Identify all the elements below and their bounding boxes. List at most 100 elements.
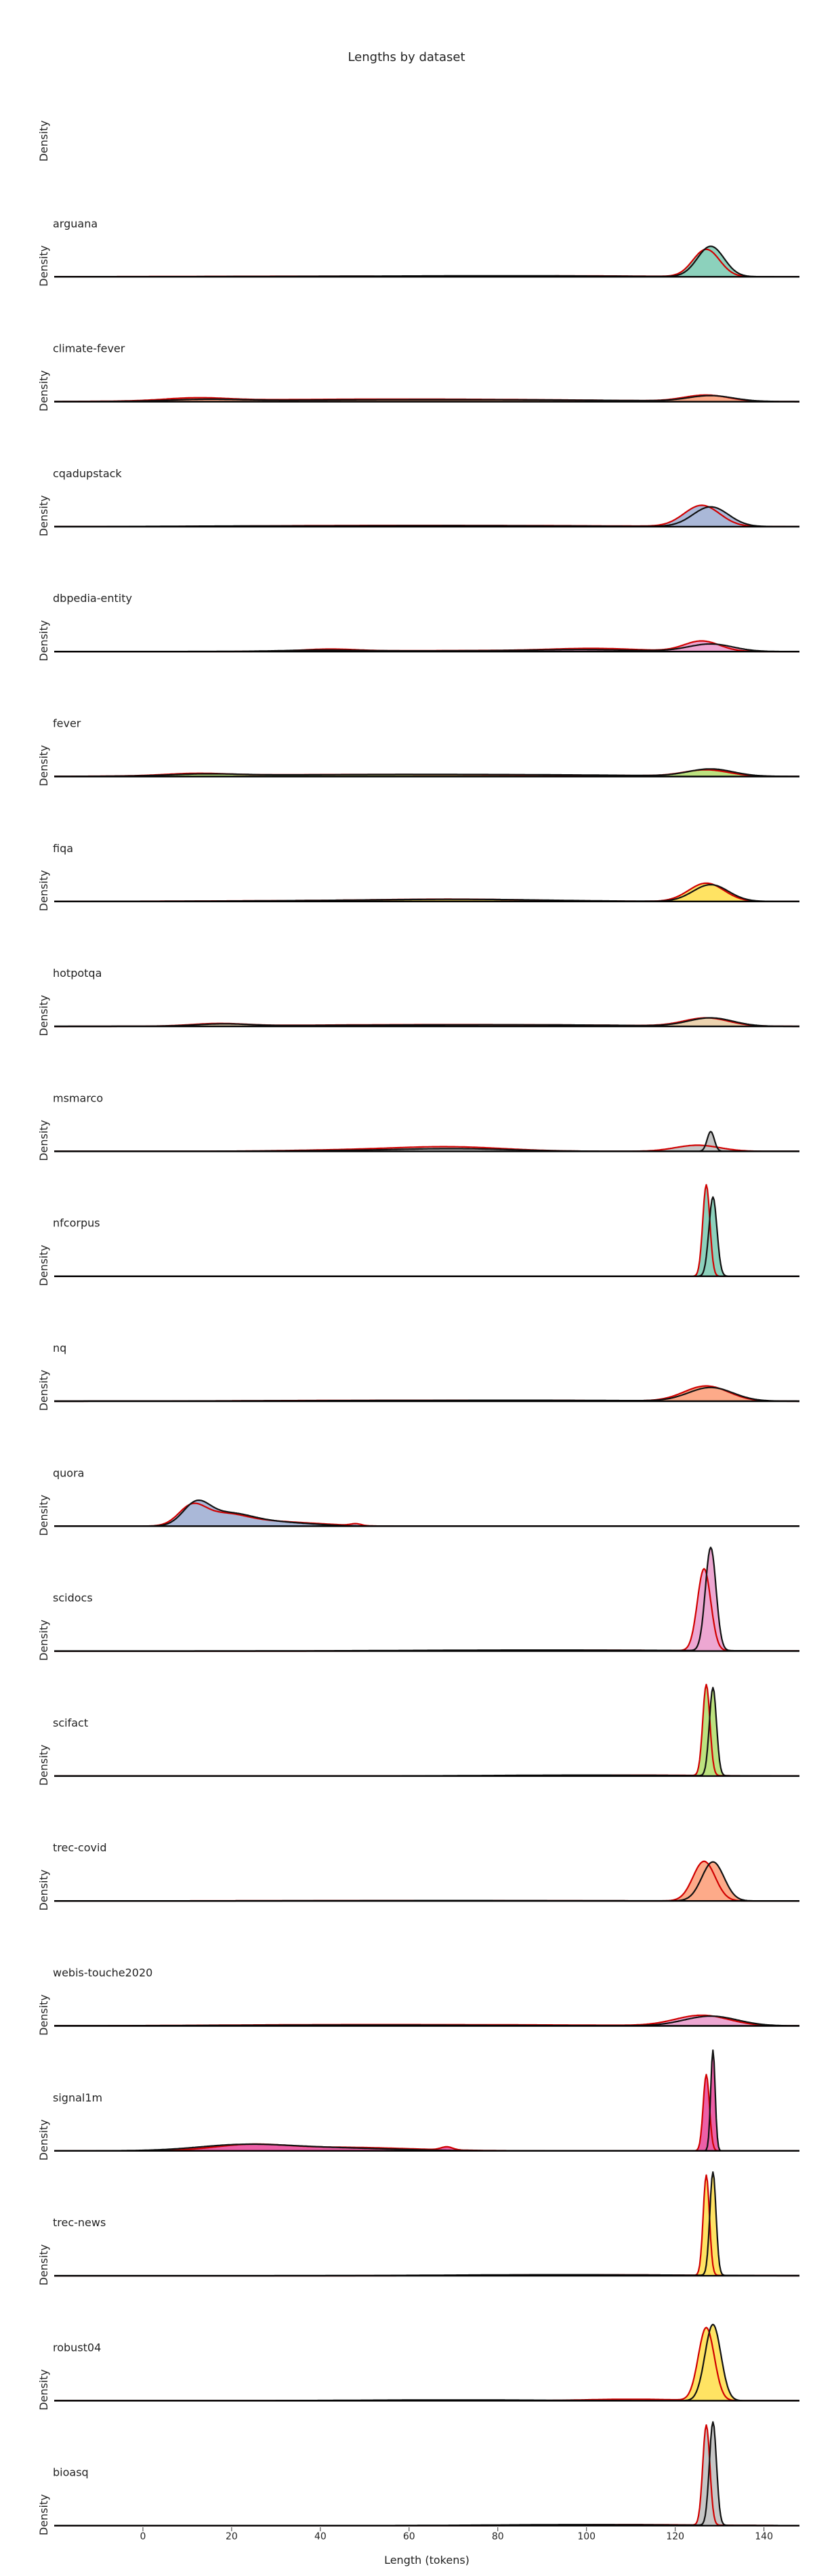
ridge-rows: Density arguana Density climate-fever Densit… [37,121,800,2535]
ridge-row: cqadupstack Density [37,467,800,536]
ridge-row: trec-covid Density [37,1841,799,1911]
density-area [54,2015,799,2026]
x-tick-label: 60 [403,2531,415,2542]
dataset-label: dbpedia-entity [53,592,132,605]
density-curve [54,1687,799,1777]
ridge-row: webis-touche2020 Density [37,1967,799,2036]
density-curve [54,1502,799,1527]
density-area [54,2050,799,2151]
ridge-row: fiqa Density [37,842,799,911]
density-axis-label: Density [37,1370,50,1411]
ridge-row: dbpedia-entity Density [37,592,799,662]
density-curve [54,2323,799,2402]
density-curve [54,1184,799,1277]
ridge-row: nq Density [37,1342,799,1411]
density-area [54,1184,799,1276]
ridge-row: msmarco Density [37,1091,799,1161]
dataset-label: fiqa [53,842,73,855]
x-tick-label: 40 [314,2531,327,2542]
density-axis-label: Density [37,1245,50,1286]
dataset-label: robust04 [53,2341,101,2354]
density-curve [54,768,799,778]
x-tick-label: 80 [492,2531,504,2542]
dataset-label: hotpotqa [53,967,102,980]
density-axis-label: Density [37,2369,50,2411]
dataset-label: nfcorpus [53,1217,100,1230]
density-area [54,2324,799,2401]
density-area [54,505,799,527]
dataset-label: msmarco [53,1091,103,1104]
dataset-label: cqadupstack [53,467,122,480]
density-curve [54,2327,799,2402]
dataset-label: fever [53,717,81,730]
density-curve [54,1568,799,1652]
density-axis-label: Density [37,620,50,662]
density-curve [54,2421,799,2527]
density-axis-label: Density [37,1744,50,1786]
density-axis-label: Density [37,995,50,1037]
density-axis-label: Density [37,1495,50,1536]
density-axis-label: Density [37,1120,50,1161]
dataset-label: quora [53,1466,84,1479]
density-axis-label: Density [37,1870,50,1911]
chart-title: Lengths by dataset [348,50,465,64]
ridge-row: scifact Density [37,1683,799,1786]
ridge-row: Density [37,121,50,162]
ridge-row: hotpotqa Density [37,967,799,1037]
dataset-label: scidocs [53,1592,93,1605]
density-curve [54,2174,799,2277]
density-axis-label: Density [37,745,50,786]
density-area [54,246,799,277]
density-curve [54,2049,799,2152]
ridge-row: climate-fever Density [37,342,799,411]
x-tick-label: 100 [577,2531,596,2542]
x-tick-label: 20 [226,2531,238,2542]
dataset-label: arguana [53,217,98,230]
ridge-row: trec-news Density [37,2171,799,2286]
dataset-label: trec-covid [53,1841,107,1854]
density-axis-label: Density [37,2119,50,2160]
dataset-label: trec-news [53,2216,106,2229]
density-axis-label: Density [37,370,50,411]
density-curve [54,395,799,403]
density-area [54,2421,799,2526]
density-axis-label: Density [37,2494,50,2535]
x-axis: 0 20 40 60 80 100 120 140 [140,2527,773,2542]
density-area [54,1500,799,1527]
dataset-label: nq [53,1342,66,1354]
x-tick-label: 140 [755,2531,773,2542]
density-axis-label: Density [37,245,50,287]
density-area [54,1861,799,1901]
density-axis-label: Density [37,121,50,162]
density-curve [54,2074,799,2152]
ridge-row: nfcorpus Density [37,1184,799,1286]
density-area [54,1684,799,1776]
density-axis-label: Density [37,1619,50,1661]
density-curve [54,1683,799,1777]
density-curve [54,2424,799,2527]
ridge-row: quora Density [37,1466,799,1536]
density-area [54,1386,799,1401]
density-axis-label: Density [37,495,50,536]
ridge-row: arguana Density [37,217,799,287]
ridge-row: bioasq Density [37,2421,799,2535]
ridge-row: signal1m Density [37,2049,799,2160]
x-tick-label: 120 [666,2531,684,2542]
density-curve [54,1196,799,1277]
x-axis-label: Length (tokens) [384,2554,470,2567]
density-axis-label: Density [37,1994,50,2036]
density-axis-label: Density [37,870,50,911]
ridge-row: fever Density [37,717,799,786]
dataset-label: webis-touche2020 [53,1967,152,1979]
density-curve [54,2171,799,2277]
dataset-label: bioasq [53,2466,89,2479]
density-axis-label: Density [37,2245,50,2286]
dataset-label: scifact [53,1716,88,1729]
density-area [54,2172,799,2276]
x-tick-label: 0 [140,2531,146,2542]
dataset-label: climate-fever [53,342,125,355]
density-curve [54,1546,799,1652]
density-area [54,1547,799,1651]
dataset-label: signal1m [53,2091,102,2104]
